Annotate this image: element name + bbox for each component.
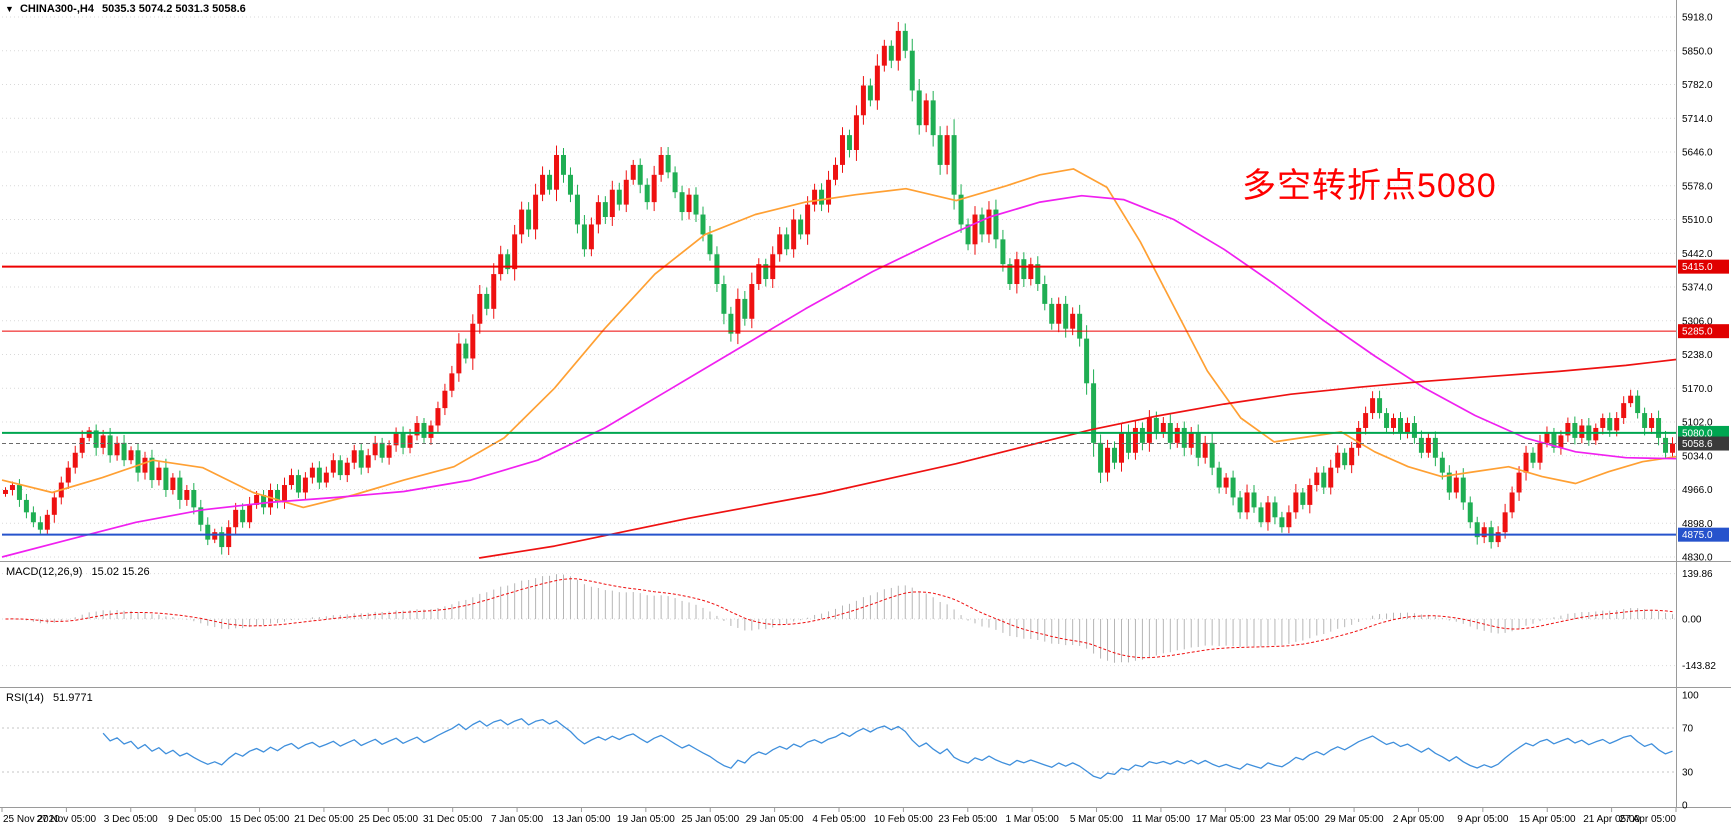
ma-mid-line (1, 194, 1677, 558)
price-tick-label: 5374.0 (1682, 283, 1713, 294)
price-tick-label: 5306.0 (1682, 316, 1713, 327)
price-tick-label: 4830.0 (1682, 553, 1713, 564)
price-tag-5415.0 (1678, 259, 1729, 274)
time-tick-label: 25 Nov 2020 (3, 814, 60, 825)
time-tick-label: 7 Jan 05:00 (491, 814, 544, 825)
time-tick-label: 13 Jan 05:00 (553, 814, 611, 825)
price-tick-label: 5850.0 (1682, 46, 1713, 57)
price-tick-label: 5170.0 (1682, 384, 1713, 395)
time-tick-label: 1 Mar 05:00 (1005, 814, 1059, 825)
time-tick-label: 25 Dec 05:00 (359, 814, 419, 825)
macd-indicator-label: MACD(12,26,9) 15.02 15.26 (6, 566, 156, 578)
time-tick-label: 9 Apr 05:00 (1457, 814, 1509, 825)
time-tick-label: 23 Mar 05:00 (1260, 814, 1319, 825)
rsi-value: 51.9771 (52, 692, 93, 704)
macd-tick-label: 0.00 (1682, 615, 1702, 626)
price-tag-label: 5285.0 (1682, 327, 1713, 338)
price-tick-label: 5782.0 (1682, 80, 1713, 91)
rsi-level-lines (2, 727, 1676, 773)
time-tick-label: 29 Jan 05:00 (746, 814, 804, 825)
price-tick-label: 5102.0 (1682, 418, 1713, 429)
price-tag-label: 5080.0 (1682, 428, 1713, 439)
macd-values: 15.02 15.26 (91, 566, 150, 578)
time-tick-label: 3 Dec 05:00 (104, 814, 158, 825)
price-tick-label: 5034.0 (1682, 451, 1713, 462)
price-tag-5285.0 (1678, 324, 1729, 339)
time-tick-label: 17 Mar 05:00 (1196, 814, 1255, 825)
ma-slow-line (478, 358, 1677, 559)
chart-title-bar: ▼ CHINA300-,H4 5035.3 5074.2 5031.3 5058… (5, 3, 251, 15)
time-tick-label: 31 Dec 05:00 (423, 814, 483, 825)
time-tick-label: 27 Nov 05:00 (37, 814, 97, 825)
price-tag-label: 5058.6 (1682, 439, 1713, 450)
symbol-period-label: CHINA300-,H4 (19, 3, 94, 15)
rsi-line (102, 718, 1673, 780)
price-tag-label: 4875.0 (1682, 530, 1713, 541)
price-tag-5080.0 (1678, 425, 1729, 440)
time-tick-label: 15 Dec 05:00 (230, 814, 290, 825)
rsi-tick-label: 70 (1682, 724, 1694, 735)
rsi-tick-label: 30 (1682, 768, 1694, 779)
time-tick-label: 29 Mar 05:00 (1325, 814, 1384, 825)
rsi-indicator-label: RSI(14) 51.9771 (6, 692, 99, 704)
price-tick-label: 4966.0 (1682, 485, 1713, 496)
price-tag-5058.6 (1678, 436, 1729, 451)
time-tick-label: 25 Jan 05:00 (681, 814, 739, 825)
price-tick-label: 5510.0 (1682, 215, 1713, 226)
rsi-tick-label: 100 (1682, 691, 1699, 702)
price-tag-label: 5415.0 (1682, 262, 1713, 273)
time-tick-label: 10 Feb 05:00 (874, 814, 933, 825)
macd-tick-label: -143.82 (1682, 661, 1716, 672)
time-tick-label: 21 Dec 05:00 (294, 814, 354, 825)
time-tick-label: 19 Jan 05:00 (617, 814, 675, 825)
rsi-name: RSI(14) (6, 692, 44, 704)
time-tick-label: 23 Feb 05:00 (938, 814, 997, 825)
time-tick-label: 5 Mar 05:00 (1070, 814, 1124, 825)
time-tick-label: 4 Feb 05:00 (812, 814, 866, 825)
macd-name: MACD(12,26,9) (6, 566, 83, 578)
rsi-tick-label: 0 (1682, 801, 1688, 812)
price-tick-label: 5918.0 (1682, 13, 1713, 24)
macd-tick-label: 139.86 (1682, 569, 1713, 580)
price-tick-label: 5578.0 (1682, 181, 1713, 192)
price-tick-label: 5646.0 (1682, 148, 1713, 159)
time-tick-label: 21 Apr 05:00 (1583, 814, 1640, 825)
price-tick-label: 5442.0 (1682, 249, 1713, 260)
ohlc-values: 5035.3 5074.2 5031.3 5058.6 (102, 3, 246, 15)
time-tick-label: 27 Apr 05:00 (1619, 814, 1676, 825)
time-tick-label: 11 Mar 05:00 (1132, 814, 1191, 825)
annotation-text: 多空转折点5080 (1242, 167, 1497, 205)
price-tick-label: 4898.0 (1682, 519, 1713, 530)
price-tick-label: 5714.0 (1682, 114, 1713, 125)
time-tick-label: 9 Dec 05:00 (168, 814, 222, 825)
macd-histogram (11, 574, 1674, 663)
ma-fast-line (1, 168, 1677, 509)
price-tag-4875.0 (1678, 527, 1729, 542)
candles-layer (2, 21, 1676, 556)
price-gridlines (2, 16, 1676, 558)
price-axis[interactable]: 5918.0 5850.0 5782.0 5714.0 5646.0 5578.0 5510… (1682, 13, 1716, 812)
time-tick-label: 2 Apr 05:00 (1393, 814, 1445, 825)
price-tick-label: 5238.0 (1682, 350, 1713, 361)
time-tick-label: 15 Apr 05:00 (1519, 814, 1576, 825)
collapse-icon[interactable]: ▼ (5, 4, 14, 14)
macd-gridlines (2, 573, 1676, 667)
macd-signal-line (5, 578, 1673, 659)
